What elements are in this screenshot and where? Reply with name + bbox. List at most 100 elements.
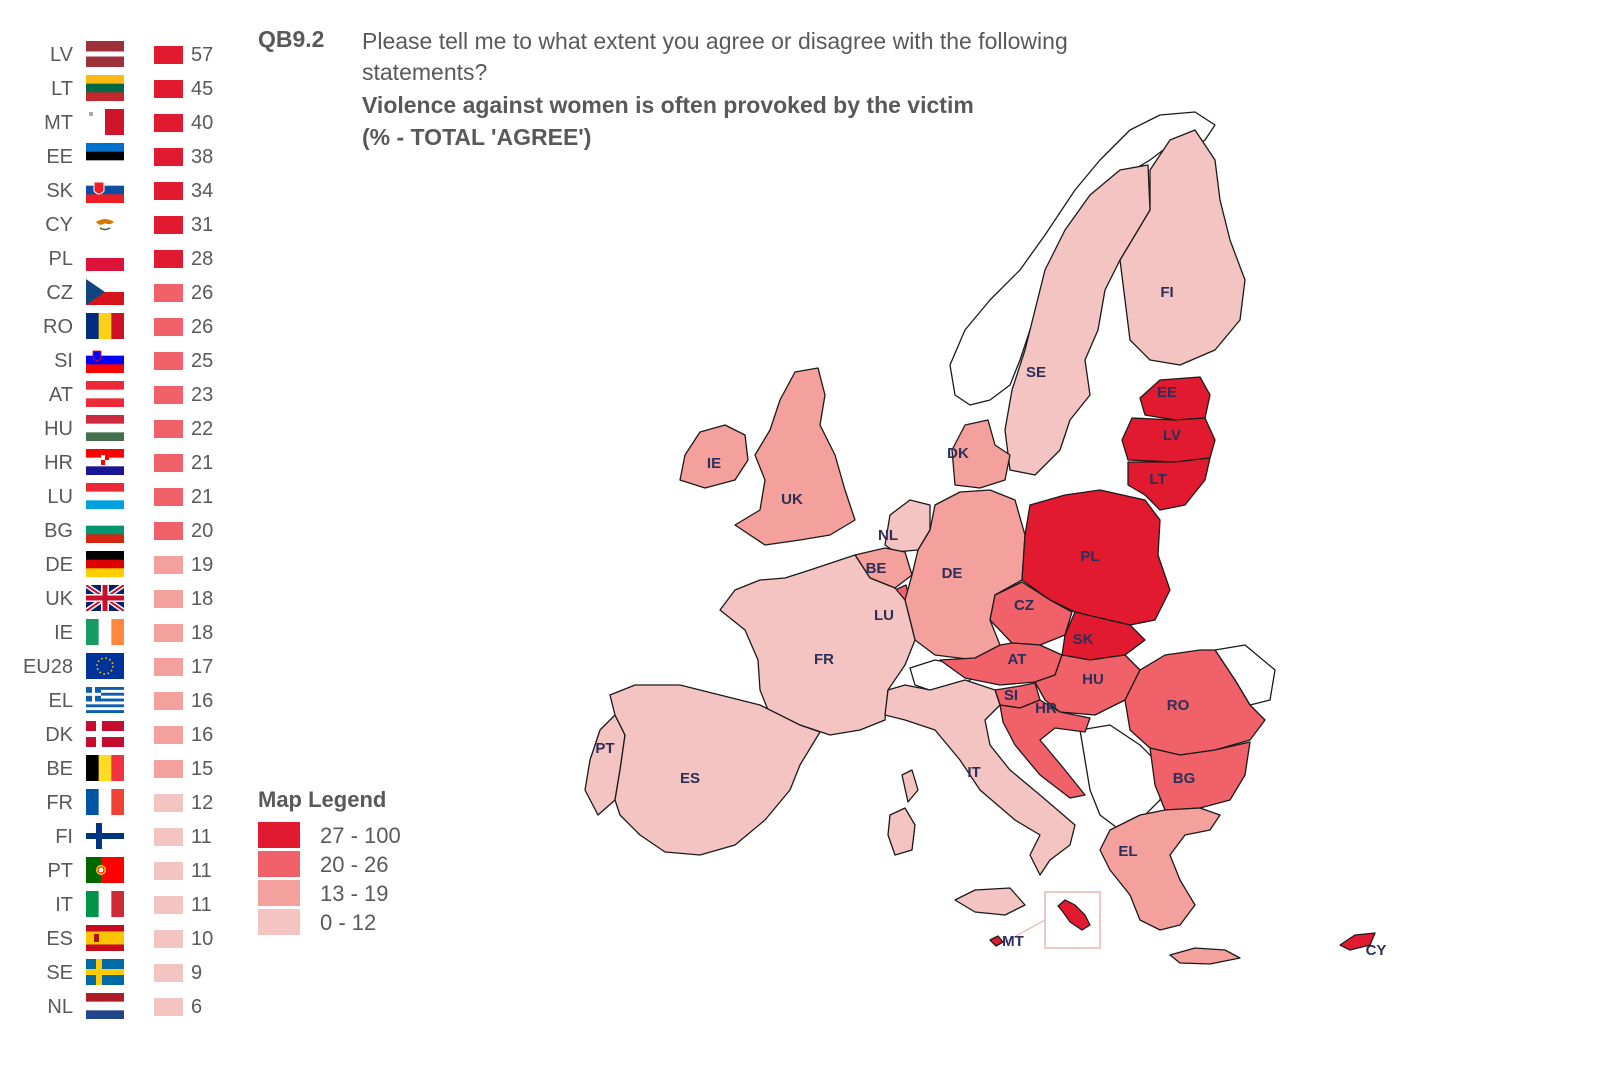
map-label-cz: CZ [1014, 597, 1034, 614]
country-code: IE [54, 622, 73, 644]
country-value: 16 [191, 690, 214, 712]
legend-label: 27 - 100 [320, 823, 401, 848]
country-code: RO [43, 316, 73, 338]
ranking-row: LT 45 [0, 70, 230, 104]
band-swatch [154, 80, 183, 98]
country-code: PL [48, 248, 73, 270]
es-flag-icon [86, 925, 124, 951]
band-swatch [154, 318, 183, 336]
country-shape-mt [989, 935, 1004, 947]
ranking-row: EE 38 [0, 138, 230, 172]
country-code: SI [54, 350, 73, 372]
ranking-row: IE 18 [0, 614, 230, 648]
ee-flag-icon [86, 143, 124, 170]
country-value: 11 [191, 894, 212, 916]
country-code: HR [44, 452, 73, 474]
country-code: FR [46, 792, 73, 814]
country-value: 45 [191, 78, 214, 100]
band-swatch [154, 760, 183, 778]
band-swatch [154, 420, 183, 438]
band-swatch [154, 284, 183, 302]
ranking-row: HR 21 [0, 444, 230, 478]
country-code: LT [51, 78, 73, 100]
country-value: 6 [191, 996, 203, 1018]
ranking-row: PL 28 [0, 240, 230, 274]
de-flag-icon [86, 551, 124, 578]
band-swatch [154, 488, 183, 506]
country-shape-uk [734, 367, 856, 546]
it-flag-icon [86, 891, 125, 917]
map-label-be: BE [866, 560, 887, 577]
country-shape-cy [1339, 932, 1376, 951]
ranking-row: LV 57 [0, 36, 230, 70]
country-code: EE [46, 146, 73, 168]
ranking-row: HU 22 [0, 410, 230, 444]
ranking-row: FI 11 [0, 818, 230, 852]
mt-flag-icon [86, 109, 125, 135]
map-label-cy: CY [1366, 942, 1387, 959]
country-value: 17 [191, 656, 214, 678]
country-value: 21 [191, 486, 214, 508]
country-shape-el [1099, 807, 1221, 931]
band-swatch [154, 794, 183, 812]
map-label-mt: MT [1002, 933, 1024, 950]
question-text: Please tell me to what extent you agree … [362, 28, 1068, 85]
bg-flag-icon [86, 517, 124, 544]
malta-inset-connector [1004, 919, 1046, 943]
ranking-row: BE 15 [0, 750, 230, 784]
country-value: 38 [191, 146, 214, 168]
country-value: 25 [191, 350, 214, 372]
map-label-sk: SK [1073, 631, 1094, 648]
band-swatch [154, 114, 183, 132]
be-flag-icon [86, 755, 125, 781]
map-label-lt: LT [1149, 471, 1166, 488]
map-label-si: SI [1004, 687, 1018, 704]
map-label-bg: BG [1173, 770, 1196, 787]
island-corsica [901, 769, 919, 803]
map-label-hr: HR [1035, 700, 1057, 717]
band-swatch [154, 658, 183, 676]
map-label-se: SE [1026, 364, 1046, 381]
country-code: DK [45, 724, 73, 746]
country-value: 34 [191, 180, 214, 202]
ranking-row: NL 6 [0, 988, 230, 1022]
legend-item: 20 - 26 [258, 851, 458, 878]
ranking-row: SE 9 [0, 954, 230, 988]
ranking-row: PT 11 [0, 852, 230, 886]
map-label-at: AT [1008, 651, 1027, 668]
country-value: 21 [191, 452, 214, 474]
country-code: NL [47, 996, 73, 1018]
band-swatch [154, 998, 183, 1016]
band-swatch [154, 148, 183, 166]
band-swatch [154, 590, 183, 608]
country-code: SE [46, 962, 73, 984]
band-swatch [154, 556, 183, 574]
country-code: IT [55, 894, 73, 916]
cz-flag-icon [86, 279, 124, 306]
country-shape-ie [679, 424, 749, 489]
hr-flag-icon [86, 449, 124, 476]
country-code: ES [46, 928, 73, 950]
ranking-row: BG 20 [0, 512, 230, 546]
map-label-hu: HU [1082, 671, 1104, 688]
lt-flag-icon [86, 75, 124, 102]
country-code: BE [46, 758, 73, 780]
country-value: 11 [191, 826, 212, 848]
band-swatch [154, 896, 183, 914]
legend-label: 20 - 26 [320, 852, 389, 877]
country-shape-fr [719, 554, 916, 736]
band-swatch [154, 726, 183, 744]
ranking-row: AT 23 [0, 376, 230, 410]
map-label-ee: EE [1157, 384, 1177, 401]
country-value: 18 [191, 588, 214, 610]
ranking-row: MT 40 [0, 104, 230, 138]
country-shape-it [884, 679, 1076, 876]
legend-swatch [258, 909, 300, 935]
map-label-pl: PL [1080, 548, 1099, 565]
country-code: AT [48, 384, 73, 406]
pl-flag-icon [86, 245, 124, 272]
country-shape-ee [1139, 376, 1211, 421]
country-code: EL [48, 690, 73, 712]
band-swatch [154, 386, 183, 404]
map-label-uk: UK [781, 491, 803, 508]
